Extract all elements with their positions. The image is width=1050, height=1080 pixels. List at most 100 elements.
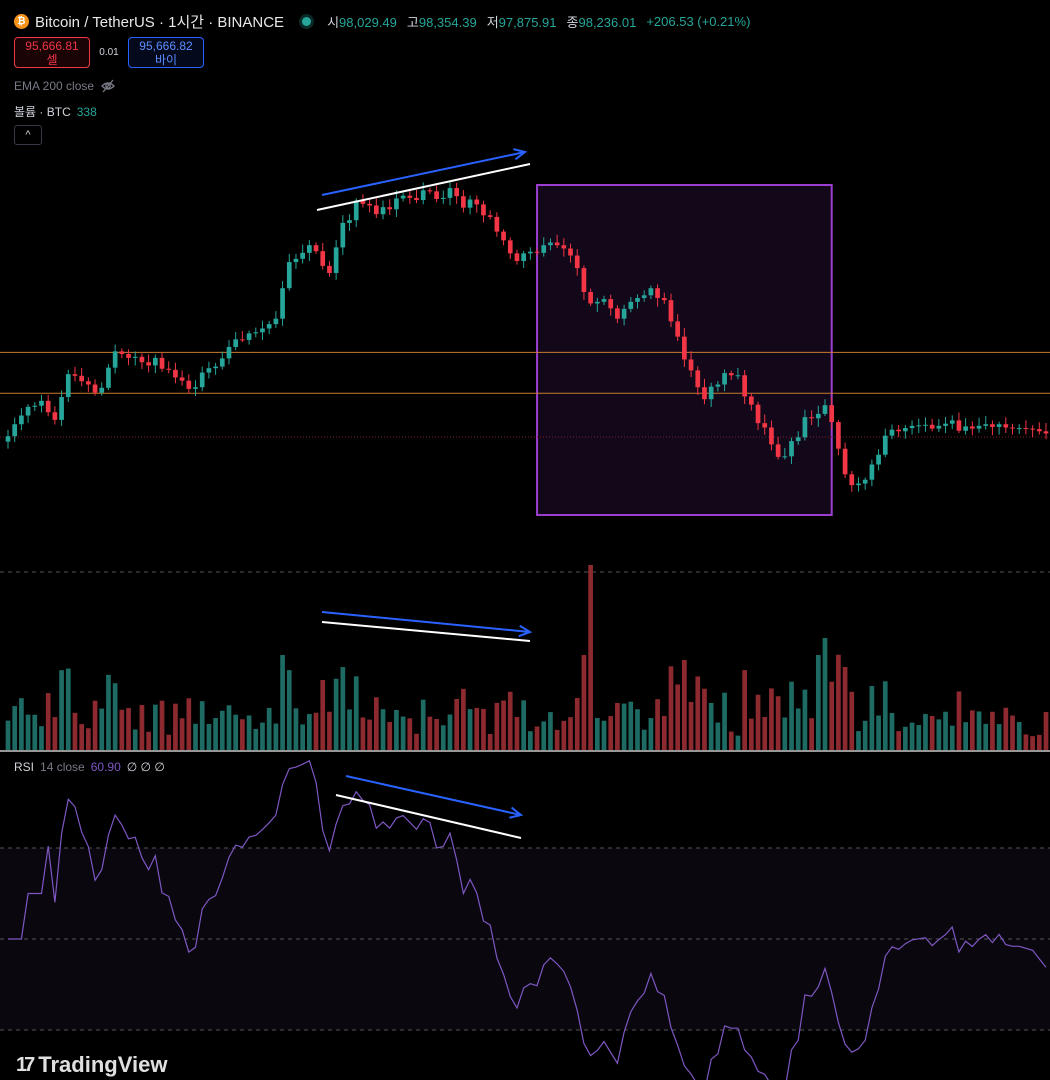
volume-bar [273, 723, 279, 750]
open-value: 시98,029.49 [327, 14, 397, 30]
candle-body [594, 301, 600, 304]
candle-body [45, 400, 51, 413]
candle-body [675, 321, 681, 337]
candle-body [19, 415, 24, 425]
candle-body [193, 387, 198, 389]
candle-body [360, 200, 366, 204]
volume-bar [574, 698, 580, 750]
volume-bar [206, 723, 212, 750]
candle-body [72, 374, 78, 376]
price-trendline [316, 163, 531, 211]
volume-bar [166, 734, 172, 750]
candle-body [1036, 429, 1042, 432]
volume-bar [635, 709, 640, 750]
volume-bar [829, 681, 835, 750]
volume-indicator-legend[interactable]: 볼륨 · BTC 338 [14, 104, 97, 120]
candle-body [534, 251, 540, 253]
volume-bar [628, 701, 634, 750]
candle-body [494, 216, 500, 232]
candle-body [869, 464, 875, 480]
volume-bar [996, 724, 1002, 750]
price-change: +206.53 (+0.21%) [646, 13, 751, 29]
candle-body [427, 190, 433, 192]
candle-body [481, 204, 486, 216]
volume-bar [735, 735, 741, 750]
candle-body [849, 474, 855, 486]
tradingview-icon: 17 [16, 1053, 35, 1076]
sell-button[interactable]: 95,666.81 셀 [14, 37, 90, 68]
volume-bar [675, 684, 681, 750]
volume-bar [1023, 734, 1029, 750]
volume-bar [849, 691, 855, 750]
volume-bar [815, 655, 821, 750]
candle-body [79, 375, 85, 382]
volume-bar [1043, 711, 1049, 750]
volume-bar [92, 700, 98, 750]
symbol-title[interactable]: Bitcoin / TetherUS · 1시간 · BINANCE [35, 13, 285, 31]
collapse-legend-button[interactable]: ^ [14, 125, 42, 145]
candle-body [92, 384, 98, 393]
volume-bar [45, 693, 51, 750]
volume-trendline [321, 621, 531, 642]
candle-body [139, 356, 145, 363]
price-arrow-head [513, 148, 528, 161]
candle-body [286, 262, 292, 289]
candle-body [929, 424, 935, 429]
drawing-layer[interactable] [316, 148, 533, 839]
candle-body [434, 191, 439, 199]
volume-bar [179, 718, 185, 750]
candle-body [414, 197, 419, 201]
candle-body [260, 328, 265, 333]
volume-bar [876, 715, 881, 750]
volume-bar [1030, 736, 1035, 750]
candle-body [112, 351, 118, 368]
price-pane[interactable] [0, 180, 1050, 516]
candle-body [641, 295, 647, 298]
volume-bar [990, 711, 995, 750]
candle-body [695, 370, 701, 388]
volume-bar [39, 726, 44, 750]
rsi-band [0, 848, 1050, 1030]
candle-body [487, 215, 493, 217]
volume-bar [219, 710, 225, 750]
candle-body [608, 299, 614, 309]
rsi-legend[interactable]: RSI 14 close 60.90 ∅ ∅ ∅ [14, 760, 165, 774]
volume-bar [193, 723, 198, 750]
tradingview-logo[interactable]: 17 TradingView [16, 1052, 168, 1077]
volume-bar [909, 722, 915, 750]
candle-body [59, 397, 64, 420]
volume-bar [286, 670, 292, 750]
volume-bar [461, 688, 466, 750]
volume-bar [548, 712, 553, 750]
volume-bar [896, 731, 902, 750]
eye-off-icon[interactable] [100, 79, 116, 93]
volume-bar [65, 668, 71, 750]
volume-bar [916, 725, 922, 750]
candle-body [132, 356, 138, 358]
volume-bar [923, 713, 928, 750]
volume-bar [246, 715, 252, 750]
volume-bar [407, 718, 413, 750]
volume-bar [152, 704, 158, 750]
volume-bar [440, 725, 446, 750]
volume-bar [702, 688, 707, 750]
candle-body [266, 324, 272, 329]
volume-bar [32, 714, 38, 750]
candle-body [173, 369, 178, 378]
volume-bar [621, 703, 627, 750]
volume-bar [688, 701, 694, 750]
volume-bar [387, 722, 393, 750]
volume-bar [59, 670, 64, 750]
volume-bar [594, 717, 600, 750]
candle-body [213, 366, 218, 369]
volume-arrow-head [518, 624, 533, 638]
candle-body [280, 288, 285, 319]
volume-pane [0, 565, 1050, 752]
buy-button[interactable]: 95,666.82 바이 [128, 37, 204, 68]
volume-bar [615, 702, 620, 750]
candle-body [199, 372, 205, 388]
ema-indicator-legend[interactable]: EMA 200 close [14, 79, 116, 93]
volume-bar [373, 697, 379, 750]
volume-bar [119, 709, 125, 750]
